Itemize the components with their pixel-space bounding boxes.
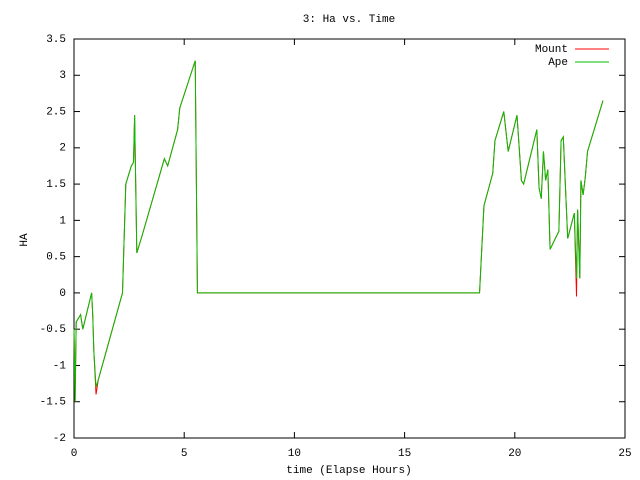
y-tick-label: 2	[59, 143, 66, 155]
chart-title: 3: Ha vs. Time	[303, 14, 395, 26]
y-tick-label: 0	[59, 288, 66, 300]
x-tick-label: 10	[288, 448, 301, 460]
x-axis-label: time (Elapse Hours)	[286, 465, 411, 477]
y-tick-label: -0.5	[40, 324, 66, 336]
x-tick-label: 25	[618, 448, 631, 460]
y-tick-label: 3	[59, 70, 66, 82]
x-tick-label: 20	[508, 448, 521, 460]
legend-label: Ape	[548, 57, 568, 69]
y-axis-label: HA	[19, 233, 31, 247]
legend-label: Mount	[535, 44, 568, 56]
x-tick-label: 5	[181, 448, 188, 460]
y-tick-label: 3.5	[46, 34, 66, 46]
x-tick-label: 15	[398, 448, 411, 460]
plot-border	[73, 38, 626, 439]
y-tick-label: -1	[53, 360, 67, 372]
y-tick-label: 1.5	[46, 179, 66, 191]
y-tick-label: 0.5	[46, 252, 66, 264]
y-tick-label: 1	[59, 215, 66, 227]
x-tick-label: 0	[71, 448, 78, 460]
y-tick-label: -2	[53, 433, 66, 445]
y-tick-label: -1.5	[40, 397, 66, 409]
y-tick-label: 2.5	[46, 106, 66, 118]
data-line	[73, 60, 604, 402]
